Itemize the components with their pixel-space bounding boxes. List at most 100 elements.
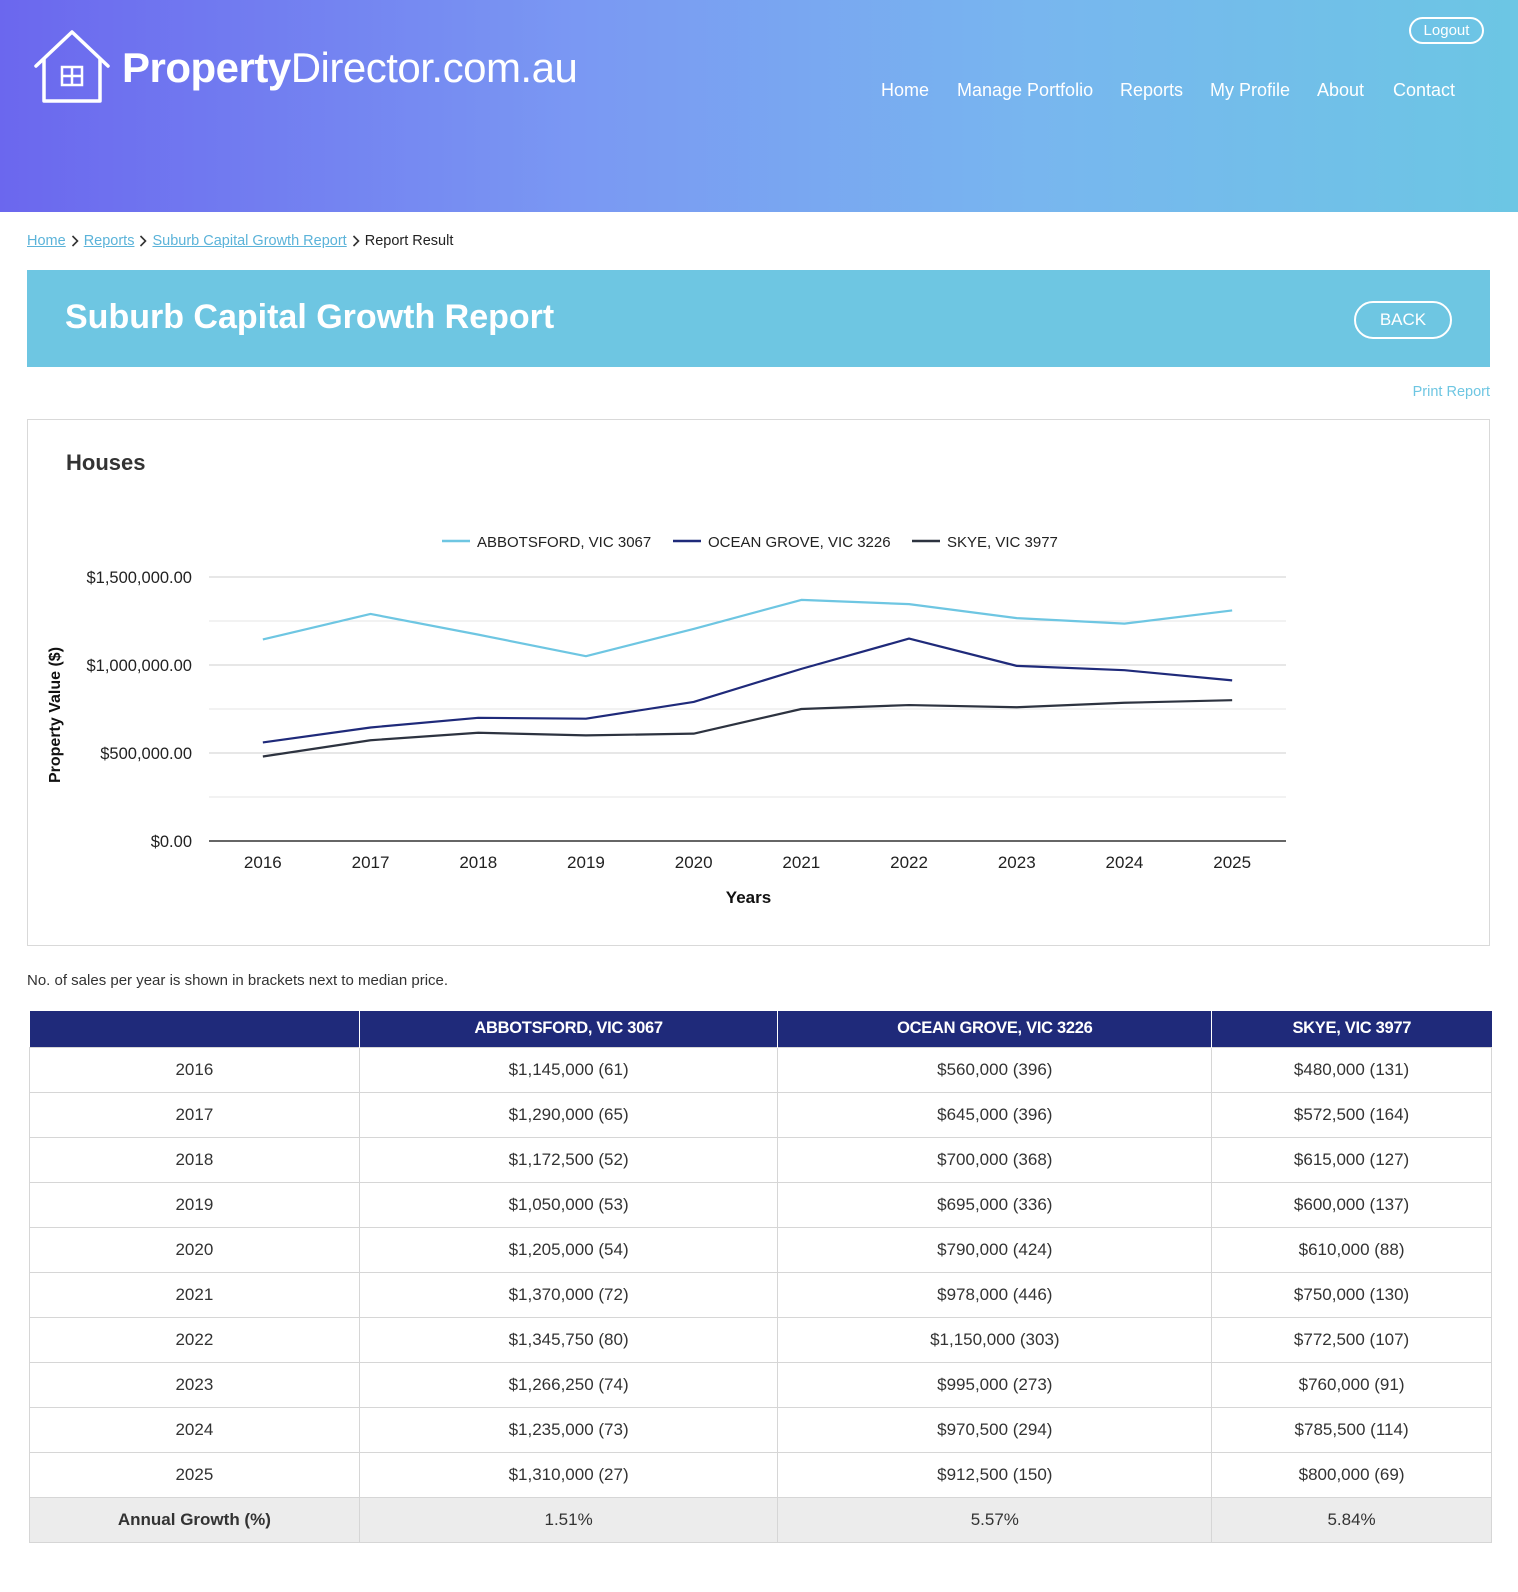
table-row: 2025 $1,310,000 (27) $912,500 (150) $800,00… xyxy=(29,1451,1492,1498)
table-cell-value: $695,000 (336) xyxy=(777,1181,1213,1228)
main-nav: Home Manage Portfolio Reports My Profile… xyxy=(0,76,1518,106)
table-cell-value: $772,500 (107) xyxy=(1211,1316,1492,1363)
page-title: Suburb Capital Growth Report xyxy=(65,298,555,336)
table-cell-value: $995,000 (273) xyxy=(777,1361,1213,1408)
table-cell-value: $610,000 (88) xyxy=(1211,1226,1492,1273)
series-line-2 xyxy=(262,699,1233,758)
table-row: 2024 $1,235,000 (73) $970,500 (294) $785,50… xyxy=(29,1406,1492,1453)
table-cell-value: $1,050,000 (53) xyxy=(358,1181,779,1228)
table-cell-value: $750,000 (130) xyxy=(1211,1271,1492,1318)
table-cell-value: $1,310,000 (27) xyxy=(358,1451,779,1498)
table-cell-year: 2023 xyxy=(29,1361,360,1408)
table-cell-value: $1,290,000 (65) xyxy=(358,1091,779,1138)
table-row: 2023 $1,266,250 (74) $995,000 (273) $760,00… xyxy=(29,1361,1492,1408)
table-cell-value: $560,000 (396) xyxy=(777,1046,1213,1093)
report-title-bar: Suburb Capital Growth Report BACK xyxy=(27,270,1490,367)
growth-table: ABBOTSFORD, VIC 3067 OCEAN GROVE, VIC 32… xyxy=(29,1011,1492,1543)
site-header: PropertyDirector.com.au Logout Home Mana… xyxy=(0,0,1518,212)
table-row: 2021 $1,370,000 (72) $978,000 (446) $750,00… xyxy=(29,1271,1492,1318)
table-cell-value: $1,145,000 (61) xyxy=(358,1046,779,1093)
y-tick-label: $0.00 xyxy=(151,833,192,851)
x-tick-label: 2019 xyxy=(567,853,605,872)
print-report-link[interactable]: Print Report xyxy=(1412,384,1490,400)
table-row: 2019 $1,050,000 (53) $695,000 (336) $600,00… xyxy=(29,1181,1492,1228)
table-cell-value: $912,500 (150) xyxy=(777,1451,1213,1498)
back-button[interactable]: BACK xyxy=(1354,301,1452,339)
table-row: 2022 $1,345,750 (80) $1,150,000 (303) $772,… xyxy=(29,1316,1492,1363)
table-cell-year: 2016 xyxy=(29,1046,360,1093)
logo-bold: Property xyxy=(122,44,291,91)
logo-rest: Director.com.au xyxy=(290,44,578,91)
table-header-abbotsford: ABBOTSFORD, VIC 3067 xyxy=(358,1011,778,1047)
chevron-right-icon xyxy=(347,233,365,249)
table-cell-year: 2024 xyxy=(29,1406,360,1453)
table-cell-value: $1,150,000 (303) xyxy=(777,1316,1213,1363)
table-header-skye: SKYE, VIC 3977 xyxy=(1211,1011,1492,1047)
nav-about[interactable]: About xyxy=(1317,80,1365,100)
table-cell-year: 2017 xyxy=(29,1091,360,1138)
table-cell-value: $760,000 (91) xyxy=(1211,1361,1492,1408)
house-logo-icon[interactable] xyxy=(32,28,112,106)
legend-label: ABBOTSFORD, VIC 3067 xyxy=(477,534,651,551)
x-axis-title: Years xyxy=(726,888,771,907)
logout-button[interactable]: Logout xyxy=(1409,17,1484,44)
breadcrumb-reports[interactable]: Reports xyxy=(83,233,135,249)
x-tick-label: 2016 xyxy=(244,853,282,872)
table-cell-value: $1,205,000 (54) xyxy=(358,1226,779,1273)
legend-label: SKYE, VIC 3977 xyxy=(947,534,1058,551)
breadcrumb: Home Reports Suburb Capital Growth Repor… xyxy=(27,233,453,249)
chart-heading: Houses xyxy=(66,450,146,475)
table-row: 2018 $1,172,500 (52) $700,000 (368) $615,00… xyxy=(29,1136,1492,1183)
nav-contact[interactable]: Contact xyxy=(1393,80,1456,100)
table-header-blank xyxy=(29,1011,360,1047)
sales-note: No. of sales per year is shown in bracke… xyxy=(27,972,449,989)
table-row: 2017 $1,290,000 (65) $645,000 (396) $572,50… xyxy=(29,1091,1492,1138)
table-cell-value: $1,172,500 (52) xyxy=(358,1136,779,1183)
y-tick-label: $500,000.00 xyxy=(100,745,192,763)
x-tick-label: 2025 xyxy=(1213,853,1251,872)
series-line-1 xyxy=(262,637,1233,744)
y-tick-label: $1,000,000.00 xyxy=(86,657,192,675)
x-tick-label: 2020 xyxy=(675,853,713,872)
table-cell-value: $572,500 (164) xyxy=(1211,1091,1492,1138)
x-tick-label: 2022 xyxy=(890,853,928,872)
table-cell-value: $645,000 (396) xyxy=(777,1091,1213,1138)
annual-growth-value: 5.57% xyxy=(777,1496,1213,1543)
table-cell-value: $970,500 (294) xyxy=(777,1406,1213,1453)
site-logo-text[interactable]: PropertyDirector.com.au xyxy=(122,44,578,92)
table-cell-year: 2019 xyxy=(29,1181,360,1228)
series-line-0 xyxy=(262,598,1233,658)
breadcrumb-suburb-report[interactable]: Suburb Capital Growth Report xyxy=(152,233,347,249)
table-header-row: ABBOTSFORD, VIC 3067 OCEAN GROVE, VIC 32… xyxy=(29,1011,1492,1047)
table-cell-year: 2021 xyxy=(29,1271,360,1318)
annual-growth-value: 5.84% xyxy=(1211,1496,1492,1543)
annual-growth-row: Annual Growth (%) 1.51% 5.57% 5.84% xyxy=(29,1496,1492,1543)
table-cell-value: $1,235,000 (73) xyxy=(358,1406,779,1453)
annual-growth-value: 1.51% xyxy=(358,1496,779,1543)
x-tick-label: 2017 xyxy=(352,853,390,872)
y-tick-label: $1,500,000.00 xyxy=(86,569,192,587)
table-row: 2020 $1,205,000 (54) $790,000 (424) $610,00… xyxy=(29,1226,1492,1273)
table-cell-value: $978,000 (446) xyxy=(777,1271,1213,1318)
table-cell-year: 2020 xyxy=(29,1226,360,1273)
nav-reports[interactable]: Reports xyxy=(1120,80,1184,100)
table-cell-value: $790,000 (424) xyxy=(777,1226,1213,1273)
table-cell-value: $1,266,250 (74) xyxy=(358,1361,779,1408)
line-chart: $0.00 $500,000.00 $1,000,000.00 $1,500,000.… xyxy=(47,534,1286,907)
nav-manage-portfolio[interactable]: Manage Portfolio xyxy=(957,80,1094,100)
x-tick-label: 2021 xyxy=(782,853,820,872)
table-cell-value: $1,370,000 (72) xyxy=(358,1271,779,1318)
chevron-right-icon xyxy=(66,233,84,249)
breadcrumb-current: Report Result xyxy=(364,233,454,249)
table-cell-value: $1,345,750 (80) xyxy=(358,1316,779,1363)
table-body: 2016 $1,145,000 (61) $560,000 (396) $480,00… xyxy=(29,1046,1492,1543)
breadcrumb-home[interactable]: Home xyxy=(27,233,66,249)
nav-my-profile[interactable]: My Profile xyxy=(1210,80,1291,100)
table-cell-year: 2025 xyxy=(29,1451,360,1498)
nav-home[interactable]: Home xyxy=(881,80,930,100)
table-cell-year: 2018 xyxy=(29,1136,360,1183)
table-cell-value: $700,000 (368) xyxy=(777,1136,1213,1183)
y-axis-title: Property Value ($) xyxy=(47,647,64,783)
x-tick-label: 2024 xyxy=(1106,853,1144,872)
x-tick-label: 2023 xyxy=(998,853,1036,872)
